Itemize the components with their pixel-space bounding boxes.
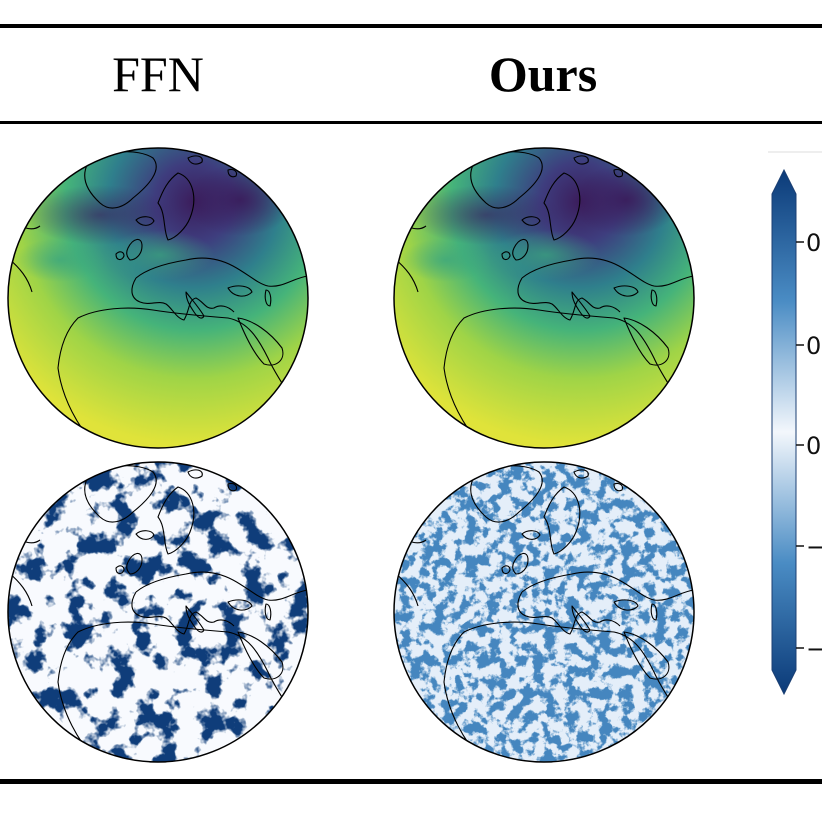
globe-ffn-field: [7, 147, 309, 449]
colorbar-tick-label: −: [806, 635, 822, 663]
header-rule: [0, 121, 822, 124]
colorbar-tick-label: 0: [806, 332, 821, 360]
globe-ours-field: [393, 147, 695, 449]
colorbar-tick-label: 0: [806, 432, 821, 460]
top-rule: [0, 24, 822, 28]
colorbar: 0 0 0 − −: [768, 151, 822, 696]
globe-ours-error: [393, 461, 695, 763]
globe-ffn-error: [7, 461, 309, 763]
column-header-ours: Ours: [488, 46, 598, 102]
bottom-rule: [0, 779, 822, 784]
colorbar-tick-label: 0: [806, 229, 821, 257]
column-header-ffn: FFN: [112, 46, 204, 102]
colorbar-tick-label: −: [806, 533, 822, 561]
